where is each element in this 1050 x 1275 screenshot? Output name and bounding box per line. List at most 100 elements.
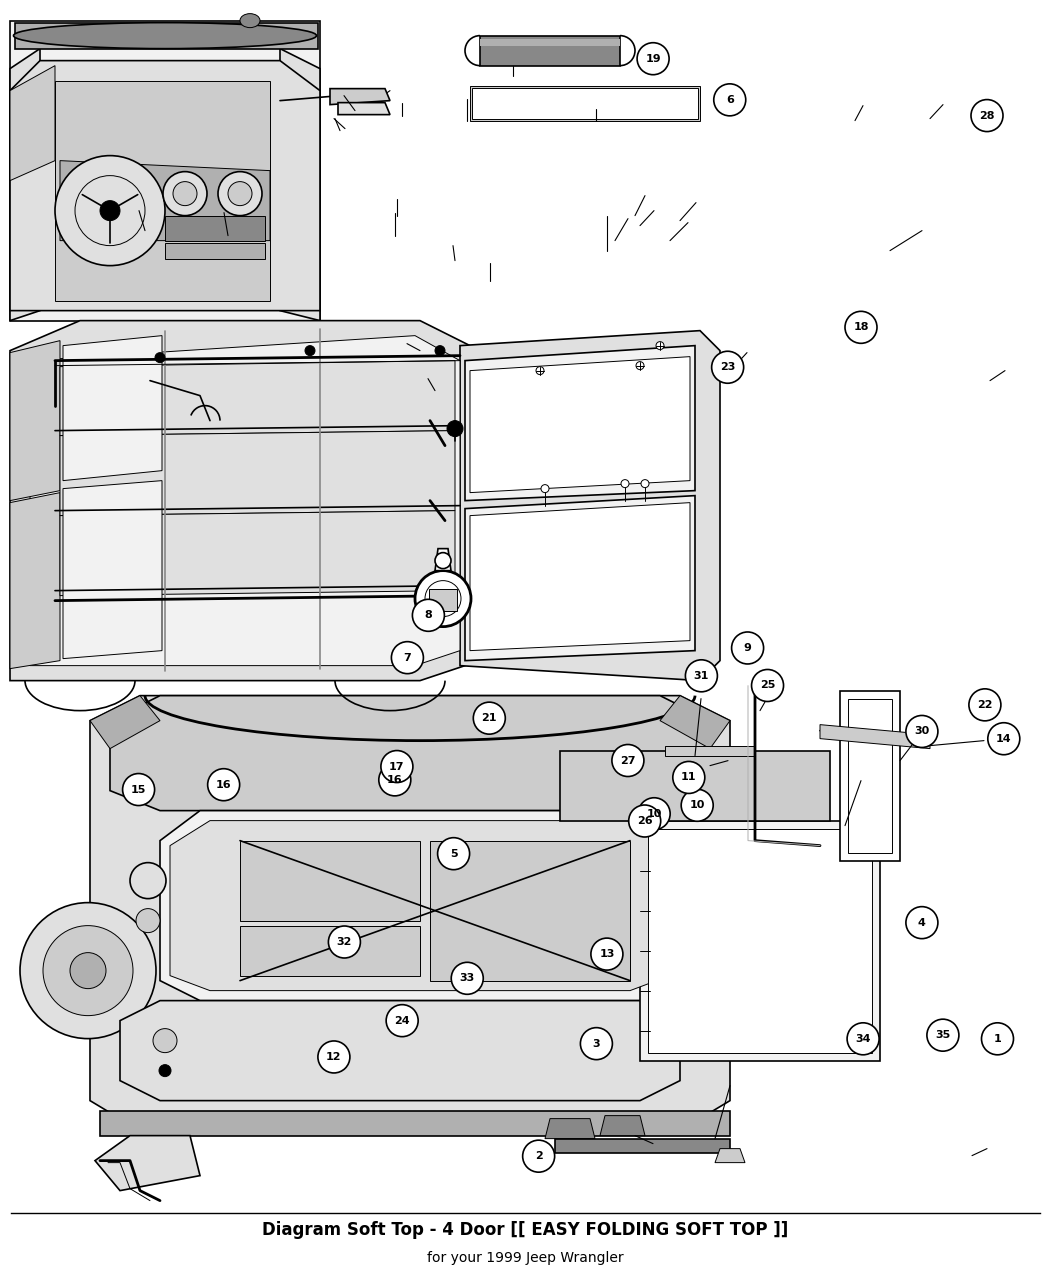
- Polygon shape: [10, 340, 60, 501]
- Circle shape: [435, 346, 445, 356]
- Circle shape: [438, 838, 469, 870]
- Text: 34: 34: [856, 1034, 870, 1044]
- Circle shape: [130, 863, 166, 899]
- Circle shape: [304, 346, 315, 356]
- Circle shape: [452, 963, 483, 994]
- Text: 6: 6: [726, 94, 734, 105]
- Circle shape: [581, 1028, 612, 1060]
- Polygon shape: [165, 242, 265, 259]
- Circle shape: [636, 362, 644, 370]
- Polygon shape: [480, 36, 620, 65]
- Circle shape: [43, 926, 133, 1016]
- Polygon shape: [120, 1001, 680, 1100]
- Circle shape: [155, 353, 165, 362]
- Polygon shape: [470, 85, 700, 121]
- Circle shape: [536, 367, 544, 375]
- Polygon shape: [30, 335, 460, 666]
- Polygon shape: [10, 320, 480, 681]
- Text: 11: 11: [681, 773, 696, 783]
- Polygon shape: [100, 1111, 730, 1136]
- Circle shape: [681, 789, 713, 821]
- Polygon shape: [10, 492, 60, 668]
- Polygon shape: [429, 589, 457, 611]
- Circle shape: [435, 552, 452, 569]
- Polygon shape: [170, 821, 670, 991]
- Polygon shape: [665, 746, 755, 756]
- Polygon shape: [60, 361, 455, 436]
- Text: 2: 2: [534, 1151, 543, 1162]
- Circle shape: [523, 1140, 554, 1172]
- Text: 27: 27: [621, 756, 635, 765]
- Circle shape: [70, 952, 106, 988]
- Text: 31: 31: [694, 671, 709, 681]
- Polygon shape: [820, 724, 930, 748]
- Circle shape: [752, 669, 783, 701]
- Circle shape: [673, 761, 705, 793]
- Text: 15: 15: [131, 784, 146, 794]
- Circle shape: [136, 909, 160, 932]
- Text: 30: 30: [915, 727, 929, 737]
- Circle shape: [591, 938, 623, 970]
- Circle shape: [163, 172, 207, 215]
- Circle shape: [541, 484, 549, 492]
- Polygon shape: [240, 926, 420, 975]
- Circle shape: [329, 926, 360, 958]
- Polygon shape: [435, 548, 452, 571]
- Circle shape: [55, 156, 165, 265]
- Polygon shape: [10, 20, 320, 320]
- Text: 24: 24: [395, 1016, 410, 1025]
- Polygon shape: [55, 80, 270, 301]
- Circle shape: [847, 1023, 879, 1054]
- Circle shape: [379, 764, 411, 796]
- Polygon shape: [63, 335, 162, 481]
- Text: 13: 13: [600, 949, 614, 959]
- Polygon shape: [715, 1149, 746, 1163]
- Text: 10: 10: [690, 801, 705, 811]
- Text: 26: 26: [637, 816, 652, 826]
- Text: 22: 22: [978, 700, 992, 710]
- Circle shape: [159, 1065, 171, 1076]
- Text: 4: 4: [918, 918, 926, 928]
- Circle shape: [392, 641, 423, 673]
- Polygon shape: [660, 696, 730, 748]
- Circle shape: [208, 769, 239, 801]
- Circle shape: [969, 688, 1001, 720]
- Text: 3: 3: [592, 1039, 601, 1048]
- Text: 16: 16: [216, 780, 231, 789]
- Circle shape: [845, 311, 877, 343]
- Polygon shape: [555, 1139, 730, 1153]
- Polygon shape: [10, 48, 40, 320]
- Polygon shape: [240, 840, 420, 921]
- Circle shape: [906, 907, 938, 938]
- Polygon shape: [60, 431, 455, 515]
- Polygon shape: [10, 61, 320, 311]
- Circle shape: [712, 351, 743, 384]
- Circle shape: [621, 479, 629, 487]
- Polygon shape: [480, 38, 620, 46]
- Circle shape: [20, 903, 156, 1039]
- Circle shape: [318, 1040, 350, 1074]
- Polygon shape: [165, 215, 265, 241]
- Circle shape: [686, 659, 717, 692]
- Text: 23: 23: [720, 362, 735, 372]
- Polygon shape: [90, 696, 160, 748]
- Circle shape: [629, 805, 660, 836]
- Circle shape: [638, 798, 670, 830]
- Circle shape: [656, 342, 664, 349]
- Circle shape: [173, 181, 197, 205]
- Polygon shape: [470, 357, 690, 492]
- Text: 19: 19: [646, 54, 660, 64]
- Ellipse shape: [240, 14, 260, 28]
- Circle shape: [153, 1029, 177, 1053]
- Circle shape: [386, 1005, 418, 1037]
- Circle shape: [415, 571, 471, 626]
- Polygon shape: [470, 502, 690, 650]
- Text: 12: 12: [327, 1052, 341, 1062]
- Ellipse shape: [14, 23, 316, 48]
- Text: 7: 7: [403, 653, 412, 663]
- Circle shape: [425, 580, 461, 617]
- Circle shape: [927, 1019, 959, 1051]
- Text: 16: 16: [387, 775, 402, 785]
- Circle shape: [982, 1023, 1013, 1054]
- Text: 33: 33: [460, 973, 475, 983]
